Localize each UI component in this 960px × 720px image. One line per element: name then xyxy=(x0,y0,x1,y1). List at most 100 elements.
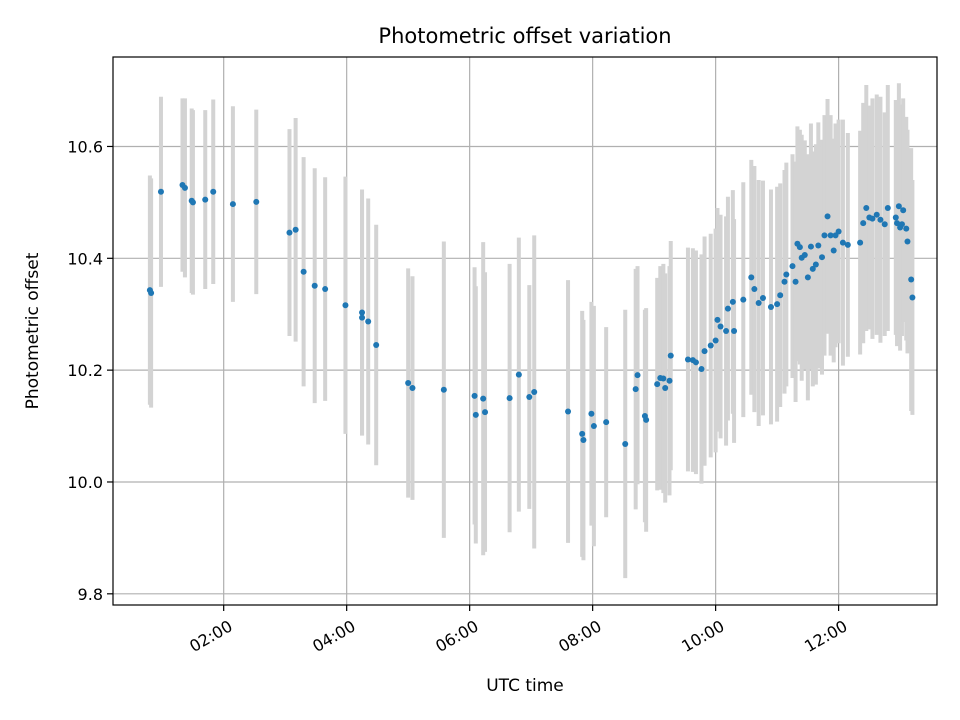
data-point xyxy=(565,408,572,415)
data-point xyxy=(731,328,738,334)
data-point xyxy=(365,318,372,325)
data-point xyxy=(774,301,781,308)
data-point xyxy=(471,392,478,399)
data-point xyxy=(472,411,479,418)
data-point xyxy=(322,286,329,293)
data-point xyxy=(781,278,788,285)
data-point xyxy=(701,348,708,355)
plot-frame xyxy=(112,56,938,606)
data-point xyxy=(157,188,164,195)
data-point xyxy=(755,300,762,307)
data-point xyxy=(884,204,891,211)
data-point xyxy=(792,278,799,285)
data-point xyxy=(863,204,870,211)
data-point xyxy=(909,294,916,301)
y-tick-label: 10.2 xyxy=(67,361,103,380)
data-point xyxy=(210,188,217,195)
data-point xyxy=(819,254,826,261)
data-point xyxy=(804,274,811,281)
data-point xyxy=(809,265,816,272)
data-point xyxy=(181,184,188,191)
data-point xyxy=(662,385,669,392)
data-point xyxy=(229,201,236,208)
data-point xyxy=(898,221,905,228)
data-point xyxy=(342,302,349,309)
data-point xyxy=(526,393,533,400)
data-point xyxy=(667,352,674,359)
data-point xyxy=(724,305,731,312)
data-points xyxy=(146,182,916,447)
data-point xyxy=(839,239,846,246)
data-point xyxy=(821,232,828,239)
data-point xyxy=(684,356,691,363)
data-point xyxy=(807,243,814,250)
data-point xyxy=(894,220,901,227)
chart-title: Photometric offset variation xyxy=(378,24,671,48)
data-point xyxy=(783,271,790,278)
data-point xyxy=(717,323,724,330)
data-point xyxy=(900,207,907,214)
data-point xyxy=(712,337,719,344)
data-point xyxy=(292,226,299,233)
data-point xyxy=(632,386,639,393)
data-point xyxy=(660,375,667,382)
data-point xyxy=(148,289,155,296)
data-point xyxy=(777,292,784,299)
data-point xyxy=(903,225,910,232)
data-point xyxy=(904,238,911,245)
y-tick-label: 10.6 xyxy=(67,137,103,156)
data-point xyxy=(844,241,851,248)
data-point xyxy=(815,242,822,249)
data-point xyxy=(590,423,597,430)
data-point xyxy=(405,380,412,387)
data-point xyxy=(359,309,366,316)
data-point xyxy=(634,372,641,379)
data-point xyxy=(622,440,629,447)
data-point xyxy=(643,416,650,423)
data-point xyxy=(873,211,880,218)
data-point xyxy=(796,244,803,251)
data-point xyxy=(580,437,587,444)
y-tick-label: 9.8 xyxy=(78,585,103,604)
data-point xyxy=(286,229,293,236)
data-point xyxy=(857,239,864,246)
data-point xyxy=(531,388,538,395)
data-point xyxy=(202,196,209,203)
data-point xyxy=(515,371,522,378)
data-point xyxy=(748,274,755,281)
data-point xyxy=(877,216,884,223)
data-point xyxy=(666,377,673,384)
data-point xyxy=(830,247,837,254)
data-point xyxy=(835,228,842,235)
data-point xyxy=(751,286,758,293)
data-point xyxy=(698,366,705,373)
data-point xyxy=(740,296,747,303)
data-point xyxy=(654,381,661,388)
data-point xyxy=(579,430,586,437)
data-point xyxy=(373,341,380,348)
data-point xyxy=(860,220,867,227)
y-axis-label: Photometric offset xyxy=(23,252,43,409)
data-point xyxy=(723,328,730,334)
data-point xyxy=(603,419,610,426)
data-point xyxy=(729,298,736,305)
data-point xyxy=(714,316,721,323)
data-point xyxy=(409,385,416,392)
data-point xyxy=(767,303,774,310)
data-point xyxy=(881,221,888,228)
data-point xyxy=(801,251,808,258)
data-point xyxy=(895,203,902,210)
data-point xyxy=(506,395,513,402)
data-point xyxy=(482,409,489,416)
data-point xyxy=(869,215,876,222)
data-point xyxy=(440,386,447,393)
data-point xyxy=(359,314,366,321)
data-point xyxy=(908,276,915,283)
data-point xyxy=(588,410,595,417)
y-tick-label: 10.0 xyxy=(67,473,103,492)
x-axis-label: UTC time xyxy=(486,676,564,696)
data-point xyxy=(253,198,260,205)
data-point xyxy=(824,213,831,220)
data-point xyxy=(692,359,699,366)
